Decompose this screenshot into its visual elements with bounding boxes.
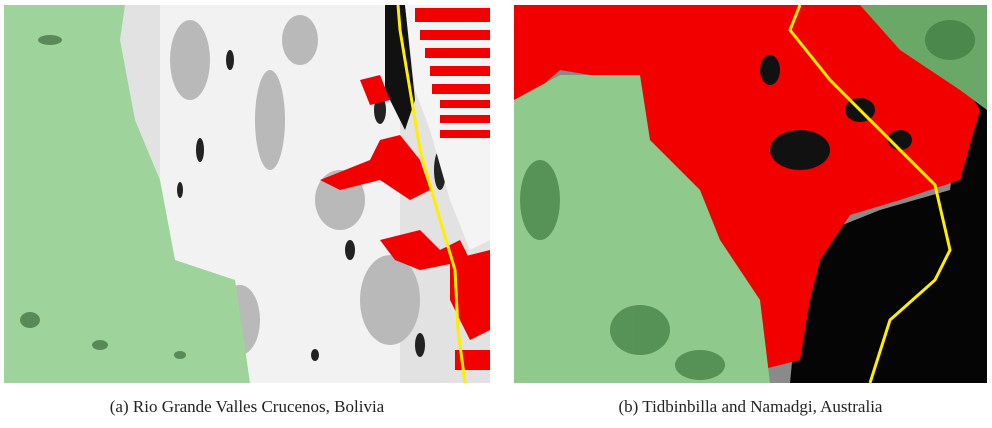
caption: (b) Tidbinbilla and Namadgi, Australia	[514, 397, 987, 417]
map-a	[4, 5, 490, 383]
figure: (a) Rio Grande Valles Crucenos, Bolivia …	[0, 0, 992, 428]
map-panels	[0, 0, 992, 428]
map-b	[514, 5, 987, 383]
caption: (a) Rio Grande Valles Crucenos, Bolivia	[4, 397, 490, 417]
